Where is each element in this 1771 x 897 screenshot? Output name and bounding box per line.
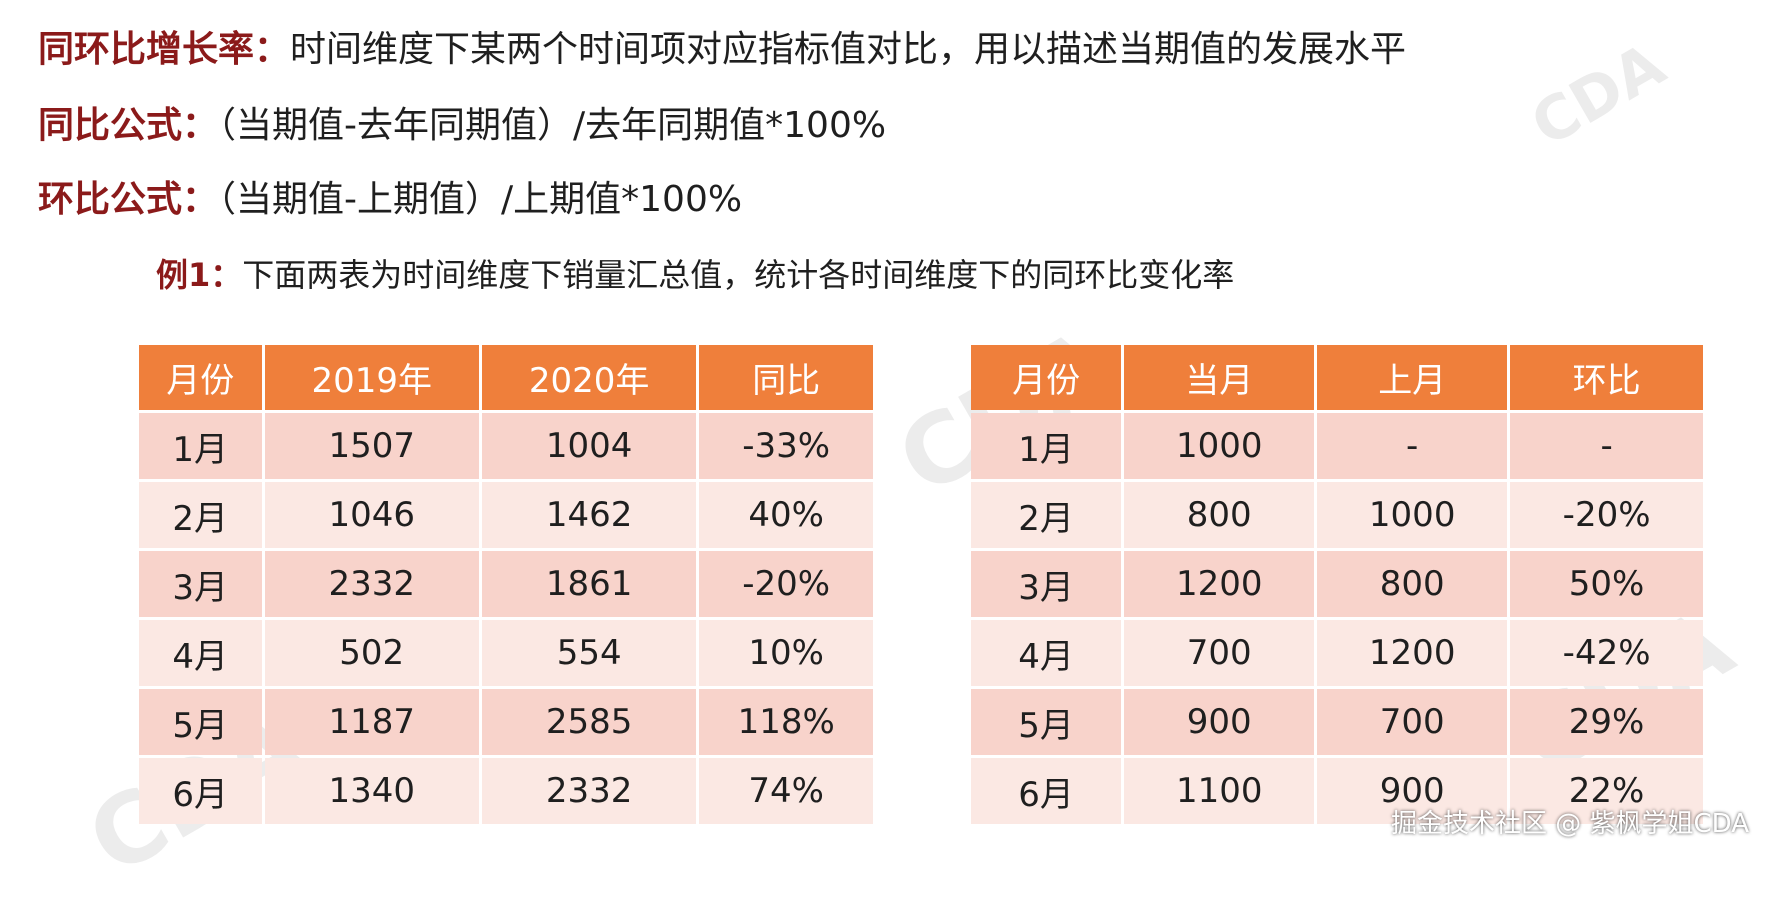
table-header-row: 月份 2019年 2020年 同比	[139, 345, 873, 410]
table-cell: 22%	[1510, 758, 1703, 824]
column-header-mom: 环比	[1510, 345, 1703, 410]
example-line: 例1：下面两表为时间维度下销量汇总值，统计各时间维度下的同环比变化率	[156, 256, 1234, 294]
table-cell: 1861	[481, 551, 697, 617]
table-cell: 800	[1317, 551, 1508, 617]
mom-formula-line: 环比公式：（当期值-上期值）/上期值*100%	[38, 178, 742, 221]
yoy-formula-line: 同比公式：（当期值-去年同期值）/去年同期值*100%	[38, 104, 886, 147]
table-cell: 4月	[971, 620, 1122, 686]
table-row: 6月 1340 2332 74%	[139, 758, 873, 824]
column-header-2020: 2020年	[481, 345, 697, 410]
table-cell: 1月	[139, 413, 262, 479]
table-row: 5月 900 700 29%	[971, 689, 1703, 755]
table-row: 3月 2332 1861 -20%	[139, 551, 873, 617]
watermark-cda: CDA	[1520, 29, 1677, 161]
definition-line: 同环比增长率：时间维度下某两个时间项对应指标值对比，用以描述当期值的发展水平	[38, 28, 1406, 71]
column-header-yoy: 同比	[699, 345, 873, 410]
table-cell: 5月	[139, 689, 262, 755]
table-cell: 2332	[264, 551, 479, 617]
table-header-row: 月份 当月 上月 环比	[971, 345, 1703, 410]
table-cell: -42%	[1510, 620, 1703, 686]
table-cell: 2332	[481, 758, 697, 824]
table-row: 4月 502 554 10%	[139, 620, 873, 686]
table-cell: 50%	[1510, 551, 1703, 617]
table-cell: 3月	[139, 551, 262, 617]
table-cell: 74%	[699, 758, 873, 824]
table-cell: 40%	[699, 482, 873, 548]
mom-formula-text: （当期值-上期值）/上期值*100%	[218, 179, 743, 220]
yoy-formula-text: （当期值-去年同期值）/去年同期值*100%	[218, 105, 887, 146]
table-cell: 700	[1124, 620, 1315, 686]
table-cell: 4月	[139, 620, 262, 686]
table-row: 2月 1046 1462 40%	[139, 482, 873, 548]
table-cell: -33%	[699, 413, 873, 479]
table-cell: 118%	[699, 689, 873, 755]
table-cell: 2月	[971, 482, 1122, 548]
table-cell: 700	[1317, 689, 1508, 755]
mom-formula-key: 环比公式：	[38, 179, 219, 220]
table-cell: 1340	[264, 758, 479, 824]
table-row: 1月 1507 1004 -33%	[139, 413, 873, 479]
table-cell: 10%	[699, 620, 873, 686]
column-header-previous-month: 上月	[1317, 345, 1508, 410]
column-header-month: 月份	[139, 345, 262, 410]
table-cell: 1004	[481, 413, 697, 479]
table-cell: 3月	[971, 551, 1122, 617]
table-cell: 2月	[139, 482, 262, 548]
table-cell: 6月	[971, 758, 1122, 824]
table-cell: -	[1317, 413, 1508, 479]
table-row: 3月 1200 800 50%	[971, 551, 1703, 617]
table-cell: 1187	[264, 689, 479, 755]
definition-key: 同环比增长率：	[38, 29, 291, 70]
table-cell: 6月	[139, 758, 262, 824]
table-cell: 2585	[481, 689, 697, 755]
example-key: 例1：	[156, 256, 243, 294]
table-cell: -	[1510, 413, 1703, 479]
table-cell: -20%	[699, 551, 873, 617]
table-row: 1月 1000 - -	[971, 413, 1703, 479]
table-cell: 502	[264, 620, 479, 686]
table-cell: -20%	[1510, 482, 1703, 548]
column-header-current-month: 当月	[1124, 345, 1315, 410]
table-cell: 900	[1317, 758, 1508, 824]
footer-credit: 掘金技术社区 @ 紫枫学姐CDA	[1390, 809, 1749, 839]
table-cell: 900	[1124, 689, 1315, 755]
table-cell: 5月	[971, 689, 1122, 755]
column-header-2019: 2019年	[264, 345, 479, 410]
table-row: 6月 1100 900 22%	[971, 758, 1703, 824]
table-row: 4月 700 1200 -42%	[971, 620, 1703, 686]
yoy-formula-key: 同比公式：	[38, 105, 219, 146]
example-text: 下面两表为时间维度下销量汇总值，统计各时间维度下的同环比变化率	[242, 256, 1235, 294]
table-cell: 1000	[1124, 413, 1315, 479]
table-cell: 1462	[481, 482, 697, 548]
table-cell: 29%	[1510, 689, 1703, 755]
table-row: 2月 800 1000 -20%	[971, 482, 1703, 548]
table-cell: 554	[481, 620, 697, 686]
mom-table: 月份 当月 上月 环比 1月 1000 - - 2月 800 1000 -20%…	[968, 342, 1706, 827]
table-cell: 1200	[1317, 620, 1508, 686]
definition-text: 时间维度下某两个时间项对应指标值对比，用以描述当期值的发展水平	[290, 29, 1407, 70]
table-row: 5月 1187 2585 118%	[139, 689, 873, 755]
column-header-month: 月份	[971, 345, 1122, 410]
table-cell: 1046	[264, 482, 479, 548]
table-cell: 1507	[264, 413, 479, 479]
table-cell: 1000	[1317, 482, 1508, 548]
table-cell: 1月	[971, 413, 1122, 479]
table-cell: 1100	[1124, 758, 1315, 824]
yoy-table: 月份 2019年 2020年 同比 1月 1507 1004 -33% 2月 1…	[136, 342, 876, 827]
table-cell: 1200	[1124, 551, 1315, 617]
table-cell: 800	[1124, 482, 1315, 548]
